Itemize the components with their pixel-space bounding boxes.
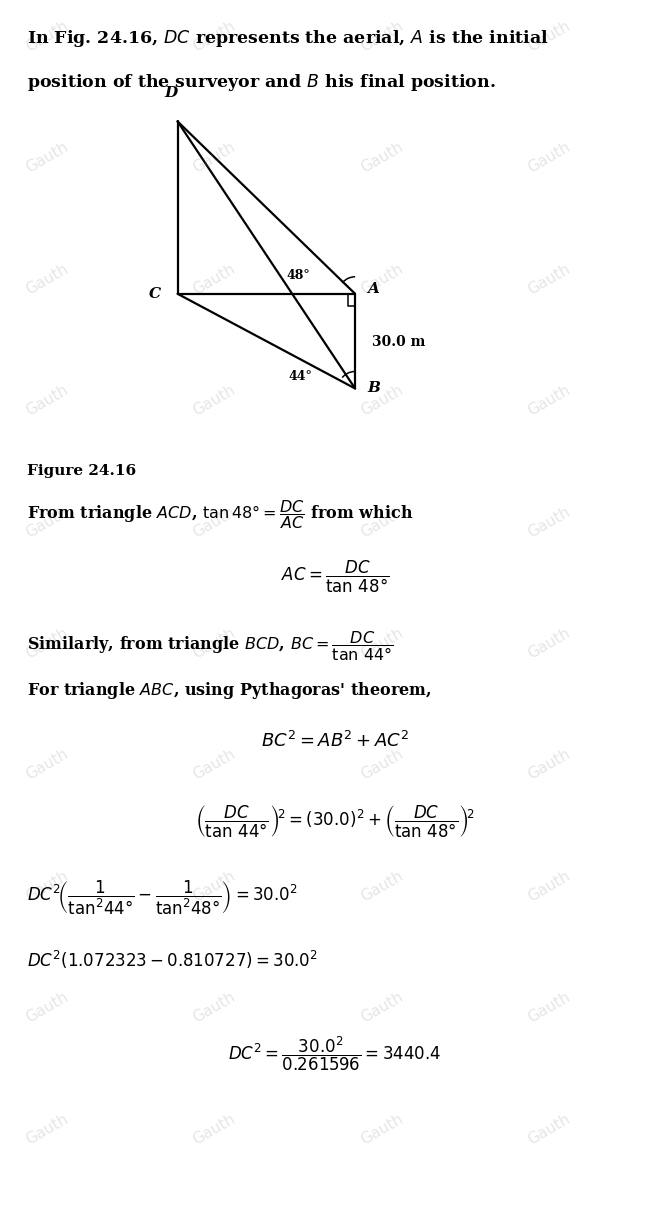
Text: $\mathit{DC}^2(1.072323 - 0.810727) = 30.0^2$: $\mathit{DC}^2(1.072323 - 0.810727) = 30… bbox=[27, 949, 318, 971]
Text: 44°: 44° bbox=[288, 370, 312, 382]
Text: Gauth: Gauth bbox=[358, 1111, 406, 1147]
Text: Gauth: Gauth bbox=[23, 382, 71, 419]
Text: Gauth: Gauth bbox=[525, 1111, 574, 1147]
Text: Gauth: Gauth bbox=[23, 261, 71, 297]
Text: $\left(\dfrac{\mathit{DC}}{\tan\,44°}\right)^{\!2} = (30.0)^2 + \left(\dfrac{\ma: $\left(\dfrac{\mathit{DC}}{\tan\,44°}\ri… bbox=[195, 804, 475, 840]
Text: Gauth: Gauth bbox=[525, 261, 574, 297]
Text: Gauth: Gauth bbox=[358, 18, 406, 55]
Text: Gauth: Gauth bbox=[358, 868, 406, 904]
Text: Similarly, from triangle $\mathit{BCD}$, $\mathit{BC} = \dfrac{\mathit{DC}}{\tan: Similarly, from triangle $\mathit{BCD}$,… bbox=[27, 629, 393, 663]
Text: Gauth: Gauth bbox=[190, 382, 239, 419]
Text: Gauth: Gauth bbox=[358, 261, 406, 297]
Text: Figure 24.16: Figure 24.16 bbox=[27, 464, 136, 478]
Text: For triangle $\mathit{ABC}$, using Pythagoras' theorem,: For triangle $\mathit{ABC}$, using Pytha… bbox=[27, 680, 431, 700]
Text: Gauth: Gauth bbox=[525, 18, 574, 55]
Text: Gauth: Gauth bbox=[358, 140, 406, 176]
Text: A: A bbox=[367, 282, 379, 296]
Text: Gauth: Gauth bbox=[525, 504, 574, 540]
Text: Gauth: Gauth bbox=[358, 625, 406, 662]
Text: Gauth: Gauth bbox=[525, 747, 574, 783]
Text: From triangle $\mathit{ACD}$, $\mathrm{tan}\,48° = \dfrac{\mathit{DC}}{\mathit{A: From triangle $\mathit{ACD}$, $\mathrm{t… bbox=[27, 498, 413, 531]
Text: Gauth: Gauth bbox=[525, 382, 574, 419]
Text: Gauth: Gauth bbox=[190, 504, 239, 540]
Text: Gauth: Gauth bbox=[23, 504, 71, 540]
Text: Gauth: Gauth bbox=[190, 140, 239, 176]
Text: Gauth: Gauth bbox=[23, 747, 71, 783]
Text: Gauth: Gauth bbox=[190, 625, 239, 662]
Text: Gauth: Gauth bbox=[358, 504, 406, 540]
Text: Gauth: Gauth bbox=[190, 868, 239, 904]
Text: Gauth: Gauth bbox=[525, 625, 574, 662]
Text: Gauth: Gauth bbox=[23, 868, 71, 904]
Text: Gauth: Gauth bbox=[23, 18, 71, 55]
Text: B: B bbox=[367, 381, 380, 396]
Text: $\mathit{DC}^2\!\left(\dfrac{1}{\tan^2\!44°} - \dfrac{1}{\tan^2\!48°}\right) = 3: $\mathit{DC}^2\!\left(\dfrac{1}{\tan^2\!… bbox=[27, 879, 297, 918]
Text: Gauth: Gauth bbox=[190, 989, 239, 1026]
Text: Gauth: Gauth bbox=[23, 625, 71, 662]
Text: Gauth: Gauth bbox=[358, 989, 406, 1026]
Text: $\mathit{AC} = \dfrac{\mathit{DC}}{\tan\,48°}$: $\mathit{AC} = \dfrac{\mathit{DC}}{\tan\… bbox=[281, 558, 389, 595]
Text: $\mathit{BC}^2 = \mathit{AB}^2 + \mathit{AC}^2$: $\mathit{BC}^2 = \mathit{AB}^2 + \mathit… bbox=[261, 731, 409, 751]
Text: Gauth: Gauth bbox=[525, 989, 574, 1026]
Text: C: C bbox=[149, 287, 161, 301]
Text: 30.0 m: 30.0 m bbox=[372, 335, 425, 350]
Text: Gauth: Gauth bbox=[23, 140, 71, 176]
Text: Gauth: Gauth bbox=[358, 747, 406, 783]
Text: Gauth: Gauth bbox=[525, 140, 574, 176]
Text: In Fig. 24.16, $\mathit{DC}$ represents the aerial, $\mathit{A}$ is the initial: In Fig. 24.16, $\mathit{DC}$ represents … bbox=[27, 28, 549, 49]
Text: Gauth: Gauth bbox=[190, 747, 239, 783]
Text: Gauth: Gauth bbox=[358, 382, 406, 419]
Text: D: D bbox=[164, 85, 178, 100]
Text: Gauth: Gauth bbox=[190, 18, 239, 55]
Text: Gauth: Gauth bbox=[23, 1111, 71, 1147]
Text: 48°: 48° bbox=[286, 270, 310, 282]
Text: Gauth: Gauth bbox=[190, 261, 239, 297]
Text: Gauth: Gauth bbox=[23, 989, 71, 1026]
Text: Gauth: Gauth bbox=[525, 868, 574, 904]
Text: position of the surveyor and $\mathit{B}$ his final position.: position of the surveyor and $\mathit{B}… bbox=[27, 72, 496, 92]
Text: $\mathit{DC}^2 = \dfrac{30.0^2}{0.261596} = 3440.4$: $\mathit{DC}^2 = \dfrac{30.0^2}{0.261596… bbox=[228, 1034, 442, 1073]
Text: Gauth: Gauth bbox=[190, 1111, 239, 1147]
